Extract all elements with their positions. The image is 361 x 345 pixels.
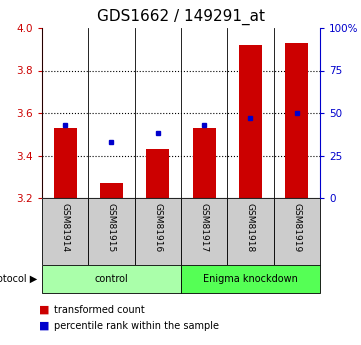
Text: percentile rank within the sample: percentile rank within the sample [54, 321, 219, 331]
Bar [42, 198, 88, 265]
Text: control: control [95, 274, 129, 284]
Bar [88, 198, 135, 265]
Text: transformed count: transformed count [54, 305, 144, 315]
Text: ■: ■ [39, 321, 50, 331]
Bar [181, 265, 320, 293]
Bar [146, 149, 169, 198]
Bar [100, 183, 123, 198]
Bar [285, 43, 308, 198]
Bar [42, 265, 181, 293]
Bar [227, 198, 274, 265]
Text: Enigma knockdown: Enigma knockdown [203, 274, 298, 284]
Text: protocol ▶: protocol ▶ [0, 274, 37, 284]
Text: GSM81914: GSM81914 [61, 203, 70, 253]
Bar [192, 128, 216, 198]
Text: GSM81915: GSM81915 [107, 203, 116, 253]
Bar [181, 198, 227, 265]
Bar [53, 128, 77, 198]
Title: GDS1662 / 149291_at: GDS1662 / 149291_at [97, 9, 265, 25]
Text: GSM81916: GSM81916 [153, 203, 162, 253]
Text: GSM81918: GSM81918 [246, 203, 255, 253]
Bar [135, 198, 181, 265]
Text: GSM81919: GSM81919 [292, 203, 301, 253]
Text: ■: ■ [39, 305, 50, 315]
Text: GSM81917: GSM81917 [200, 203, 209, 253]
Bar [274, 198, 320, 265]
Bar [239, 45, 262, 198]
